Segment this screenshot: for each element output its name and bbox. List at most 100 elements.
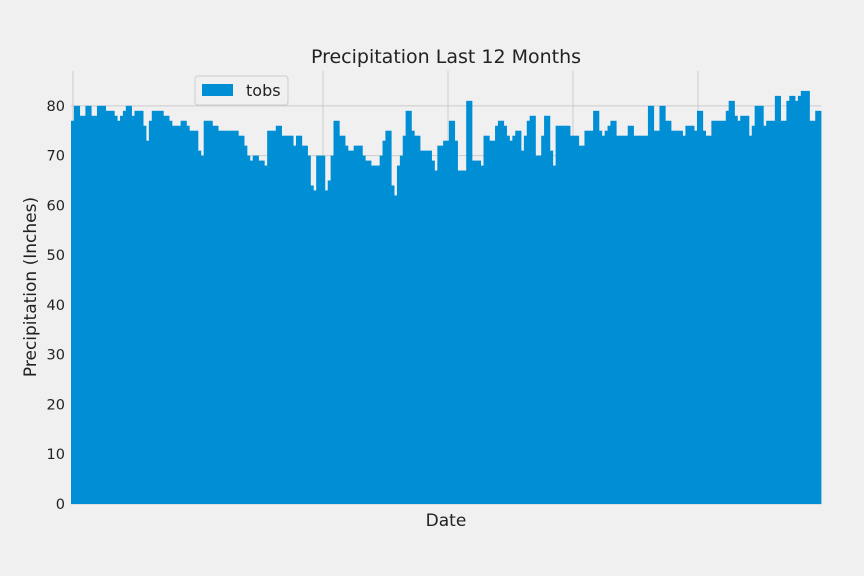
bar xyxy=(281,135,285,504)
bar xyxy=(544,115,548,504)
bar xyxy=(711,120,715,505)
bar xyxy=(777,95,782,504)
bar xyxy=(708,135,712,504)
bar xyxy=(117,120,121,505)
bar xyxy=(688,125,692,504)
bar xyxy=(662,105,666,504)
bar xyxy=(466,100,470,505)
bar xyxy=(593,110,597,504)
bar xyxy=(812,120,816,505)
bar xyxy=(359,145,363,504)
bar xyxy=(676,130,681,504)
bar xyxy=(797,95,802,504)
bar xyxy=(584,130,588,504)
bar xyxy=(298,135,303,504)
bar xyxy=(671,130,675,504)
bar xyxy=(192,130,196,504)
bar xyxy=(261,160,265,504)
bar xyxy=(209,120,213,505)
y-tick-label: 70 xyxy=(47,149,65,165)
bar xyxy=(186,125,190,504)
bar xyxy=(212,125,216,504)
bar xyxy=(803,90,807,504)
bar xyxy=(769,120,773,505)
bar xyxy=(486,135,490,504)
bar xyxy=(754,105,758,504)
bar xyxy=(244,145,248,504)
bar xyxy=(102,105,107,504)
bar xyxy=(492,140,496,504)
bar xyxy=(743,115,747,504)
bar xyxy=(330,155,334,505)
bar xyxy=(388,130,392,504)
bar xyxy=(241,135,245,504)
bar xyxy=(748,135,753,504)
bar xyxy=(702,130,707,504)
bar xyxy=(731,100,735,505)
bar xyxy=(307,155,311,505)
bar xyxy=(278,125,282,504)
bar xyxy=(356,145,360,504)
bar xyxy=(714,120,718,505)
bar xyxy=(111,110,115,504)
bar xyxy=(148,120,153,505)
bar xyxy=(521,150,525,504)
bar xyxy=(85,105,89,504)
bar xyxy=(471,160,476,504)
bar xyxy=(757,105,761,504)
bar xyxy=(795,100,799,505)
bar xyxy=(659,105,663,504)
bar xyxy=(169,120,173,505)
bar xyxy=(405,110,409,504)
bar xyxy=(607,125,611,504)
bar xyxy=(218,130,222,504)
bar xyxy=(558,125,562,504)
bar xyxy=(399,155,404,505)
bar xyxy=(734,115,738,504)
bar xyxy=(685,125,689,504)
bar xyxy=(546,115,551,504)
bar xyxy=(495,125,499,504)
bar xyxy=(319,155,323,505)
bar xyxy=(483,135,487,504)
bar xyxy=(636,135,640,504)
legend-box xyxy=(194,75,289,106)
bar xyxy=(402,135,407,504)
bar xyxy=(215,125,219,504)
y-tick-label: 10 xyxy=(47,447,65,463)
y-axis-label: Precipitation (Inches) xyxy=(21,197,41,377)
bar xyxy=(287,135,291,504)
bar xyxy=(140,110,144,504)
bar xyxy=(526,120,531,505)
bar xyxy=(88,105,92,504)
bar xyxy=(642,135,646,504)
bar xyxy=(451,120,456,505)
bar xyxy=(682,135,686,504)
bar xyxy=(728,100,732,505)
bar xyxy=(766,120,770,505)
bar xyxy=(368,160,372,504)
y-tick-label: 30 xyxy=(47,348,65,364)
bar xyxy=(497,120,502,505)
bar xyxy=(647,105,652,504)
bar xyxy=(327,180,332,505)
bar xyxy=(154,110,158,504)
bar xyxy=(783,120,787,505)
bar xyxy=(653,130,657,504)
bar xyxy=(160,110,164,504)
bar xyxy=(477,160,482,504)
bar xyxy=(564,125,568,504)
bar xyxy=(619,135,623,504)
bar xyxy=(284,135,288,504)
bar xyxy=(365,160,369,504)
bar xyxy=(163,115,167,504)
bar xyxy=(376,165,381,504)
bar xyxy=(679,130,683,504)
bar xyxy=(621,135,626,504)
bar xyxy=(610,120,614,505)
bar xyxy=(272,130,277,504)
bar xyxy=(443,140,447,504)
x-axis-label: Date xyxy=(426,511,467,531)
bar xyxy=(740,115,744,504)
bar xyxy=(705,135,709,504)
